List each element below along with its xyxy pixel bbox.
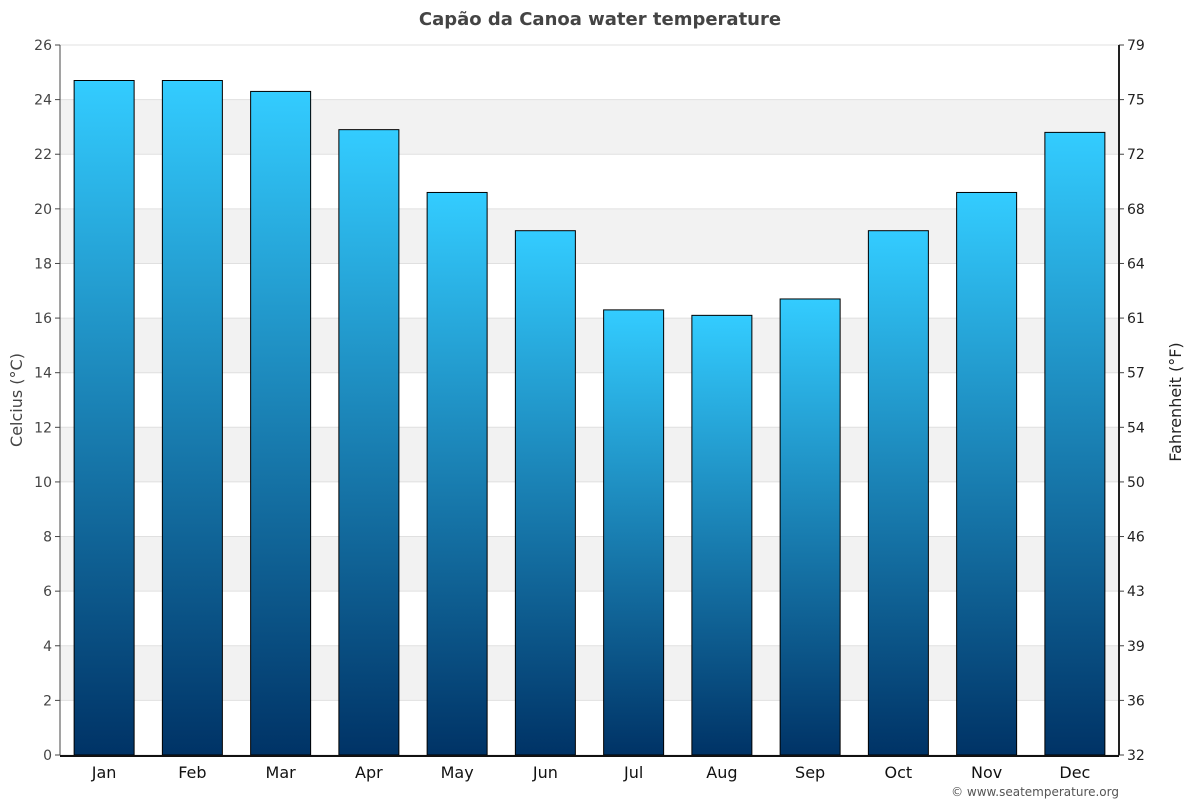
- y-tick-label-left: 6: [43, 584, 52, 600]
- bar-sep: [779, 298, 841, 756]
- y-tick-label-right: 32: [1127, 748, 1145, 764]
- y-tick-label-left: 14: [34, 366, 52, 382]
- y-tick-label-right: 57: [1127, 366, 1145, 382]
- bar-mar: [250, 90, 312, 756]
- y-axis-label-right: Fahrenheit (°F): [1166, 342, 1185, 461]
- y-tick-label-right: 79: [1127, 38, 1145, 54]
- y-tick-label-right: 61: [1127, 311, 1145, 327]
- grid-band: [60, 318, 1119, 373]
- y-tick-label-right: 68: [1127, 202, 1145, 218]
- y-tick-label-left: 22: [34, 147, 52, 163]
- bar-apr: [338, 129, 400, 756]
- x-tick-label: Oct: [885, 763, 913, 782]
- bar-aug: [691, 314, 753, 756]
- x-tick-label: Jan: [91, 763, 117, 782]
- x-tick-label: May: [441, 763, 474, 782]
- y-tick-label-left: 10: [34, 475, 52, 491]
- x-tick-label: Dec: [1059, 763, 1090, 782]
- y-tick-label-right: 64: [1127, 256, 1145, 272]
- bar-oct: [867, 230, 929, 756]
- x-tick-label: Feb: [178, 763, 206, 782]
- x-tick-label: Sep: [795, 763, 825, 782]
- bar-feb: [161, 80, 223, 756]
- y-tick-label-right: 39: [1127, 639, 1145, 655]
- bar-dec: [1044, 131, 1106, 756]
- y-tick-label-left: 24: [34, 93, 52, 109]
- y-tick-label-right: 43: [1127, 584, 1145, 600]
- credit-text: © www.seatemperature.org: [951, 785, 1119, 799]
- y-tick-label-left: 2: [43, 693, 52, 709]
- y-tick-label-left: 20: [34, 202, 52, 218]
- chart-title: Capão da Canoa water temperature: [419, 9, 781, 30]
- bar-jun: [514, 230, 576, 756]
- x-tick-label: Nov: [971, 763, 1002, 782]
- y-tick-label-right: 46: [1127, 530, 1145, 546]
- y-axis-label-left: Celcius (°C): [7, 353, 26, 447]
- y-tick-label-left: 0: [43, 748, 52, 764]
- grid-band: [60, 208, 1119, 264]
- bar-may: [426, 191, 488, 756]
- bar-jul: [603, 309, 665, 756]
- y-tick-label-right: 50: [1127, 475, 1145, 491]
- y-tick-label-left: 18: [34, 256, 52, 272]
- y-tick-label-left: 8: [43, 530, 52, 546]
- y-tick-label-left: 26: [34, 38, 52, 54]
- y-tick-label-left: 16: [34, 311, 52, 327]
- x-tick-label: Aug: [706, 763, 737, 782]
- grid-band: [60, 536, 1119, 592]
- x-tick-label: Apr: [355, 763, 383, 782]
- bar-jan: [73, 80, 135, 756]
- y-tick-label-left: 4: [43, 639, 52, 655]
- y-tick-label-right: 36: [1127, 693, 1145, 709]
- y-tick-label-right: 54: [1127, 420, 1145, 436]
- grid-band: [60, 645, 1119, 701]
- grid-band: [60, 427, 1119, 482]
- bar-nov: [956, 191, 1018, 756]
- y-tick-label-left: 12: [34, 420, 52, 436]
- x-tick-label: Jul: [623, 763, 643, 782]
- grid-band: [60, 99, 1119, 155]
- x-tick-label: Jun: [532, 763, 558, 782]
- x-tick-label: Mar: [266, 763, 297, 782]
- y-tick-label-right: 75: [1127, 93, 1145, 109]
- y-tick-label-right: 72: [1127, 147, 1145, 163]
